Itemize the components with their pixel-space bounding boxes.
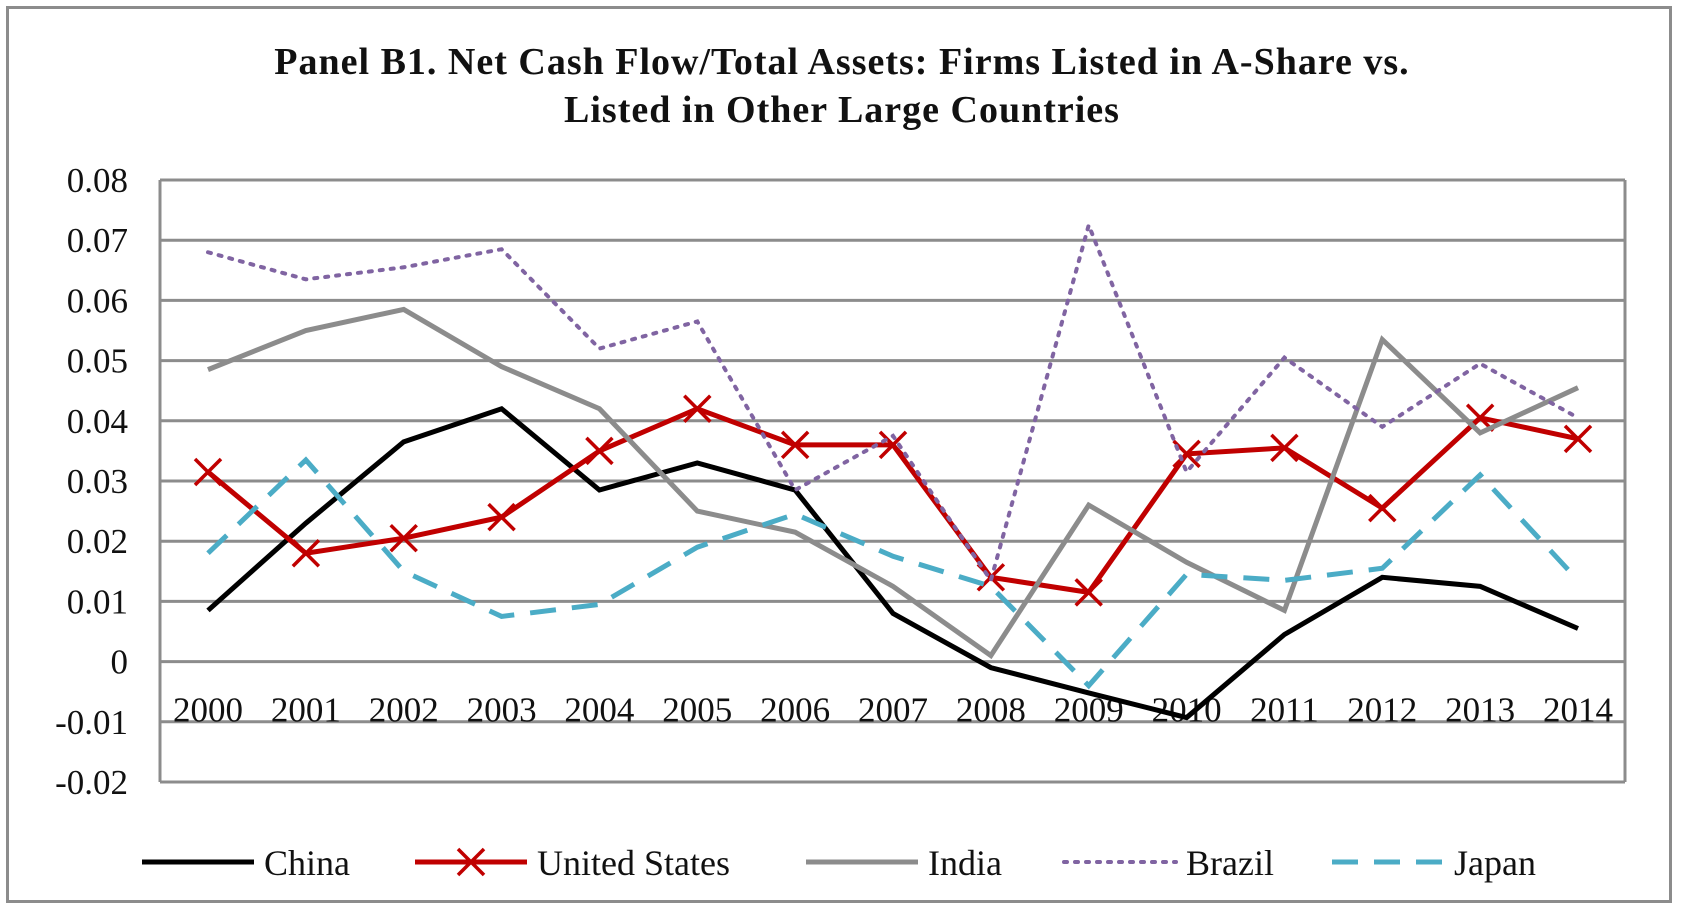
chart-subtitle: Listed in Other Large Countries [564,89,1120,131]
series-lines [193,218,1593,721]
x-tick-label: 2004 [564,691,634,730]
marker-stroke [291,539,321,568]
legend-item-japan: Japan [1332,843,1536,883]
y-tick-label: 0 [111,643,129,682]
marker-stroke [193,457,223,487]
marker-stroke [1172,439,1201,469]
x-tick-label: 2013 [1445,691,1515,730]
marker-stroke [487,502,516,532]
y-tick-label: 0.02 [67,522,128,561]
x-tick-label: 2006 [760,691,830,730]
y-tick-label: 0.01 [67,582,128,621]
marker-stroke [389,523,418,553]
data-point-marker [683,394,712,423]
marker-stroke [1270,433,1299,463]
x-tick-label: 2007 [858,691,928,730]
marker-stroke [585,436,614,466]
legend-item-brazil: Brazil [1062,843,1274,883]
x-tick-label: 2009 [1054,691,1124,730]
legend-label: China [264,843,350,883]
y-tick-label: 0.06 [67,281,128,320]
x-tick-label: 2005 [662,691,732,730]
data-point-marker [780,430,810,460]
data-point-marker [193,457,223,487]
chart-title: Panel B1. Net Cash Flow/Total Assets: Fi… [274,41,1410,83]
y-tick-label: 0.07 [67,221,128,260]
legend-item-china: China [142,843,350,883]
y-tick-label: 0.03 [67,462,128,501]
legend-item-india: India [806,843,1002,883]
marker-stroke [780,430,810,460]
y-tick-label: 0.05 [67,342,128,381]
series-line-brazil [206,218,1580,586]
data-point-marker [1368,493,1397,523]
x-tick-label: 2002 [369,691,439,730]
y-tick-label: -0.02 [55,763,128,802]
x-tick-label: 2003 [467,691,537,730]
marker-stroke [1563,424,1593,454]
legend: China United States India Brazil Japan [142,843,1536,883]
series-line-china [206,405,1579,721]
marker-stroke [1074,578,1103,607]
y-tick-label: -0.01 [55,703,128,742]
chart-frame [6,6,1672,903]
x-tick-label: 2012 [1347,691,1417,730]
data-point-marker [291,539,321,568]
legend-label: Japan [1454,843,1536,883]
x-tick-label: 2008 [956,691,1026,730]
data-point-marker [1270,433,1299,463]
y-tick-label: 0.04 [67,402,128,441]
series-line-india [207,306,1580,660]
legend-label: Brazil [1186,843,1274,883]
legend-marker [456,847,486,877]
x-tick-label: 2011 [1250,691,1319,730]
x-tick-label: 2001 [271,691,341,730]
marker-stroke [683,394,712,423]
series-line-japan [206,456,1580,690]
data-point-marker [487,502,516,532]
data-point-marker [389,523,418,553]
data-point-marker [585,436,614,466]
x-axis-ticks: 2000 2001 2002 2003 2004 2005 2006 2007 2008 2009… [173,691,1613,730]
data-point-marker [1563,424,1593,454]
legend-label: India [928,843,1002,883]
y-tick-label: 0.08 [67,161,128,200]
marker-stroke [878,430,908,460]
legend-item-united-states: United States [415,843,730,883]
x-tick-label: 2000 [173,691,243,730]
data-point-marker [878,430,908,460]
gridlines [158,178,1627,784]
legend-label: United States [537,843,730,883]
x-tick-label: 2014 [1543,691,1613,730]
y-axis-ticks: 0.08 0.07 0.06 0.05 0.04 0.03 0.02 0.01 0 -0.01 -0… [55,161,128,802]
data-point-marker [1074,578,1103,607]
marker-stroke [1368,493,1397,523]
